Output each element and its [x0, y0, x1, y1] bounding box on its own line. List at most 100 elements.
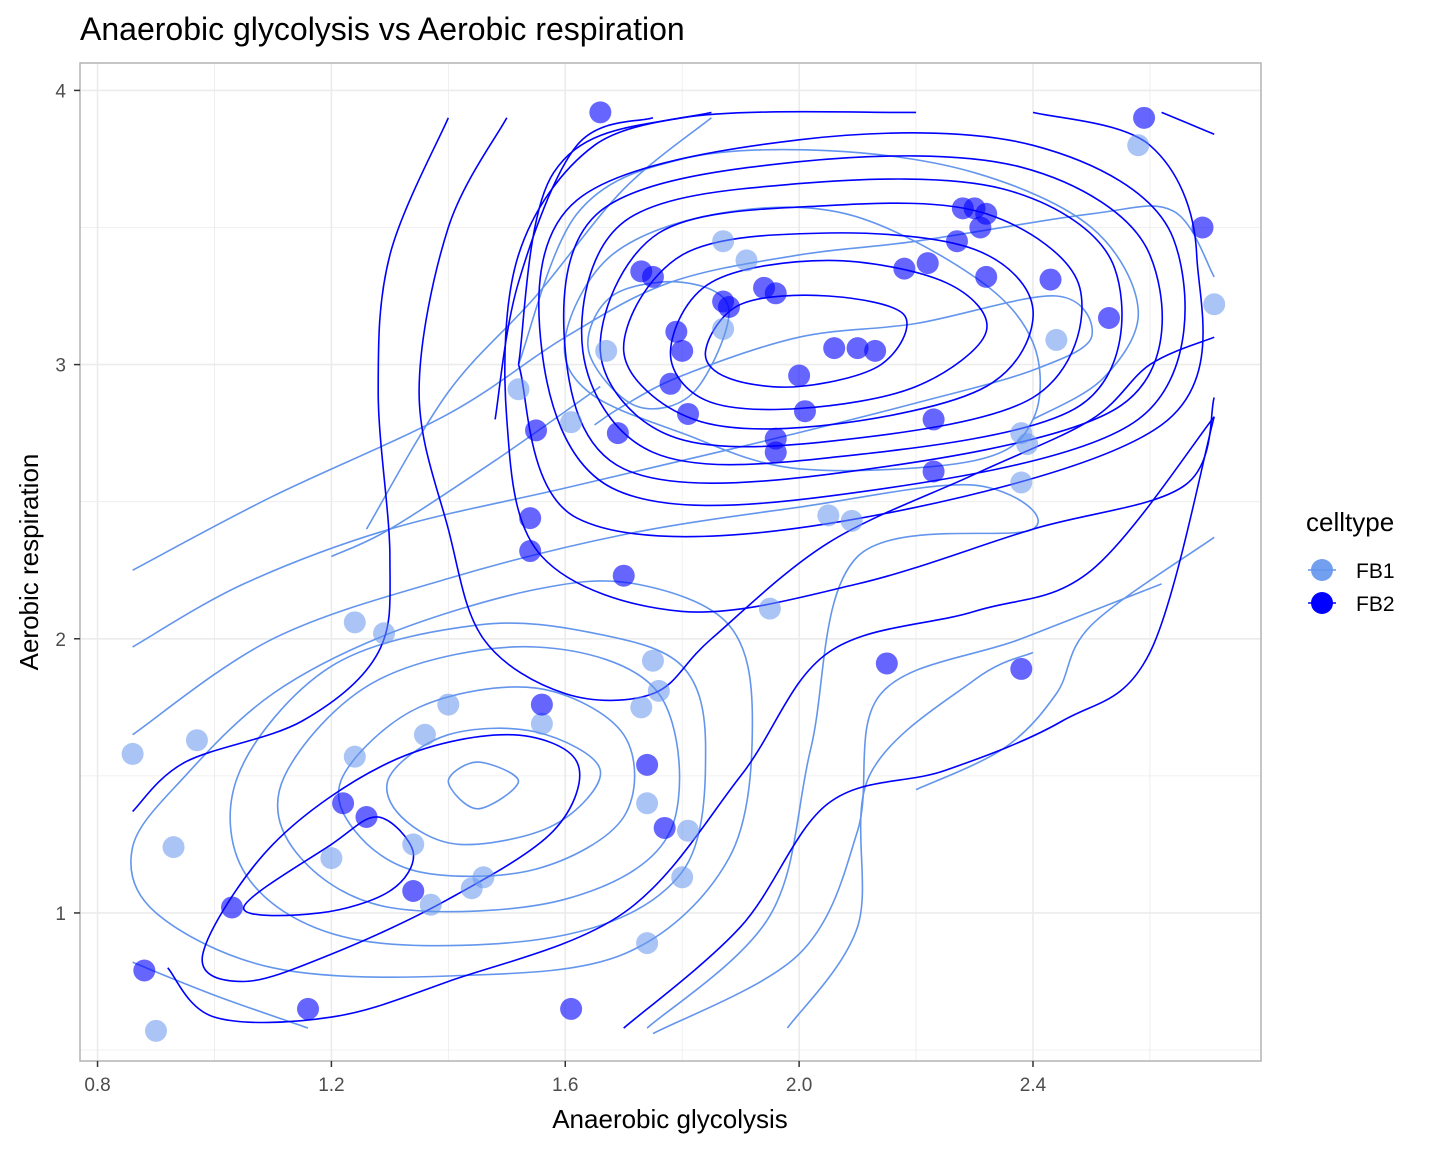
point-fb1	[641, 649, 664, 672]
data-points	[121, 101, 1226, 1042]
x-tick-label: 1.2	[318, 1075, 344, 1096]
point-fb1	[712, 230, 735, 253]
point-fb1	[419, 893, 442, 916]
point-fb2	[133, 959, 156, 982]
point-fb2	[764, 282, 787, 305]
y-tick-label: 4	[55, 81, 66, 102]
point-fb1	[758, 597, 781, 620]
point-fb2	[823, 337, 846, 360]
point-fb2	[916, 252, 939, 275]
point-fb2	[606, 422, 629, 445]
point-fb1	[712, 317, 735, 340]
contour-line-fb2	[517, 110, 917, 365]
contour-line-fb2	[494, 117, 654, 420]
contour-line-fb1	[132, 483, 1039, 1029]
legend: celltype FB1 FB2	[1306, 507, 1395, 616]
legend-key-fb1	[1311, 559, 1333, 581]
point-fb1	[185, 729, 208, 752]
legend-label-fb2: FB2	[1356, 593, 1395, 616]
point-fb2	[1010, 657, 1033, 680]
point-fb1	[373, 622, 396, 645]
contour-line-fb1	[915, 536, 1215, 791]
x-tick-label: 2.0	[786, 1075, 812, 1096]
point-fb2	[519, 507, 542, 530]
point-fb2	[560, 997, 583, 1020]
point-fb2	[875, 652, 898, 675]
point-fb2	[671, 339, 694, 362]
point-fb1	[320, 847, 343, 870]
point-fb2	[846, 337, 869, 360]
point-fb2	[764, 441, 787, 464]
y-tick-label: 3	[55, 356, 66, 377]
point-fb1	[735, 249, 758, 272]
point-fb1	[595, 339, 618, 362]
point-fb1	[677, 819, 700, 842]
point-fb2	[1191, 216, 1214, 239]
contour-line-fb2	[562, 155, 1164, 484]
contour-line-fb1	[337, 686, 636, 878]
point-fb2	[612, 564, 635, 587]
contour-line-fb2	[167, 416, 1215, 1024]
point-fb2	[922, 408, 945, 431]
density-contours	[130, 110, 1215, 1035]
contour-line-fb1	[229, 622, 707, 947]
contour-line-fb2	[201, 733, 581, 983]
chart-title: Anaerobic glycolysis vs Aerobic respirat…	[80, 11, 685, 47]
contour-line-fb2	[580, 178, 1123, 466]
legend-title: celltype	[1306, 507, 1394, 537]
contour-line-fb1	[447, 761, 520, 810]
point-fb1	[145, 1019, 168, 1042]
point-fb2	[589, 101, 612, 124]
x-axis-title: Anaerobic glycolysis	[552, 1104, 788, 1134]
point-fb2	[788, 364, 811, 387]
contour-line-fb1	[132, 205, 1215, 571]
point-fb2	[1097, 306, 1120, 329]
y-tick-label: 1	[55, 904, 66, 925]
point-fb1	[630, 696, 653, 719]
point-fb1	[671, 866, 694, 889]
point-fb1	[1127, 134, 1150, 157]
plot-panel-border	[79, 62, 1262, 1062]
grid	[80, 63, 1261, 1061]
contour-line-fb2	[504, 111, 1215, 613]
point-fb1	[840, 509, 863, 532]
point-fb2	[864, 339, 887, 362]
contour-line-fb2	[669, 259, 988, 411]
contour-line-fb2	[418, 117, 1215, 702]
point-fb2	[530, 693, 553, 716]
contour-line-fb2	[704, 294, 908, 388]
contour-line-fb2	[517, 111, 1204, 538]
contour-line-fb1	[130, 580, 754, 979]
point-fb2	[402, 880, 425, 903]
point-fb2	[525, 419, 548, 442]
point-fb2	[519, 540, 542, 563]
contour-line-fb1	[786, 651, 1034, 1029]
point-fb2	[975, 265, 998, 288]
point-fb2	[793, 400, 816, 423]
contour-line-fb1	[652, 583, 1162, 1035]
point-fb1	[343, 611, 366, 634]
point-fb1	[1010, 471, 1033, 494]
x-tick-label: 0.8	[84, 1075, 110, 1096]
x-tick-label: 1.6	[552, 1075, 578, 1096]
contour-line-fb2	[1161, 111, 1215, 136]
point-fb2	[922, 460, 945, 483]
contour-line-fb1	[331, 385, 601, 558]
axis-ticks: 0.8 1.2 1.6 2.0 2.4 1 2 3 4	[55, 81, 1046, 1096]
point-fb2	[945, 230, 968, 253]
contour-line-fb2	[599, 202, 1083, 448]
point-fb1	[1045, 328, 1068, 351]
x-tick-label: 2.4	[1020, 1075, 1047, 1096]
point-fb2	[355, 805, 378, 828]
point-fb1	[560, 411, 583, 434]
point-fb1	[636, 792, 659, 815]
point-fb2	[641, 265, 664, 288]
point-fb2	[969, 216, 992, 239]
point-fb2	[659, 372, 682, 395]
point-fb1	[437, 693, 460, 716]
point-fb1	[530, 712, 553, 735]
legend-label-fb1: FB1	[1356, 560, 1395, 583]
contour-line-fb2	[537, 132, 1186, 507]
point-fb2	[221, 896, 244, 919]
